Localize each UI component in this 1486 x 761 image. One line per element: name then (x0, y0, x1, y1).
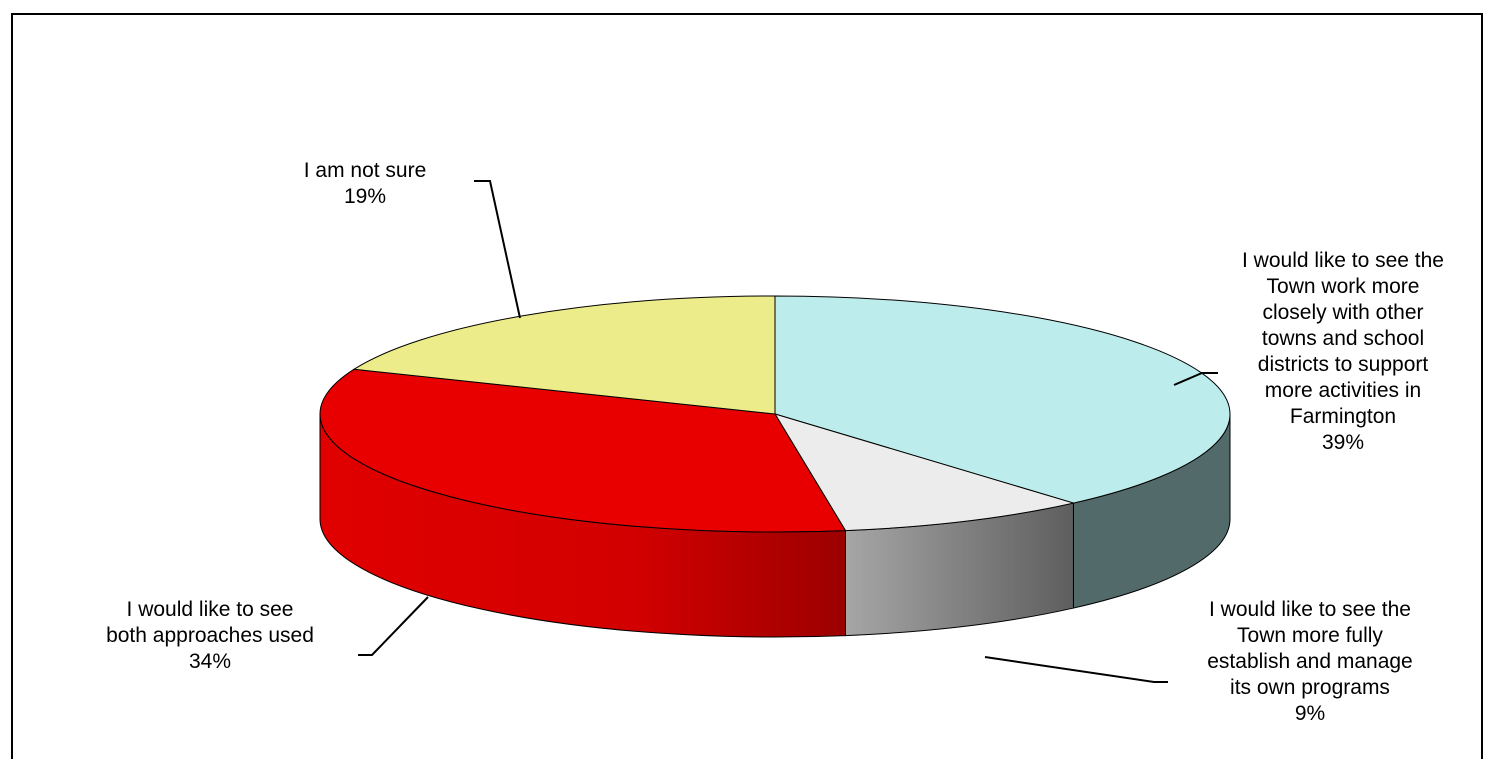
slice-label-text: I would like to see both approaches used (106, 598, 314, 647)
leader-line-own-programs (984, 656, 1168, 683)
slice-label-percent: 34% (188, 650, 232, 673)
leader-line-not-sure (474, 180, 521, 319)
slice-label-percent: 9% (1294, 702, 1326, 725)
leader-lines (358, 180, 1218, 683)
slice-label-percent: 39% (1321, 431, 1365, 454)
slice-label-own-programs: I would like to see the Town more fully … (1160, 597, 1460, 727)
pie-slice-own-programs (773, 413, 1076, 532)
slice-label-text: I would like to see the Town work more c… (1242, 249, 1444, 428)
slice-label-percent: 19% (343, 185, 387, 208)
slice-label-collaborate: I would like to see the Town work more c… (1198, 248, 1486, 456)
slice-label-both: I would like to see both approaches used… (60, 597, 360, 675)
pie-tops (319, 295, 1231, 533)
leader-line-collaborate (1173, 372, 1218, 386)
slice-label-text: I am not sure (303, 159, 427, 182)
pie-slice-both (319, 368, 847, 533)
pie-slice-not-sure (352, 295, 776, 415)
slice-label-not-sure: I am not sure 19% (260, 158, 470, 210)
leader-line-both (358, 596, 429, 656)
slice-label-text: I would like to see the Town more fully … (1207, 598, 1413, 699)
